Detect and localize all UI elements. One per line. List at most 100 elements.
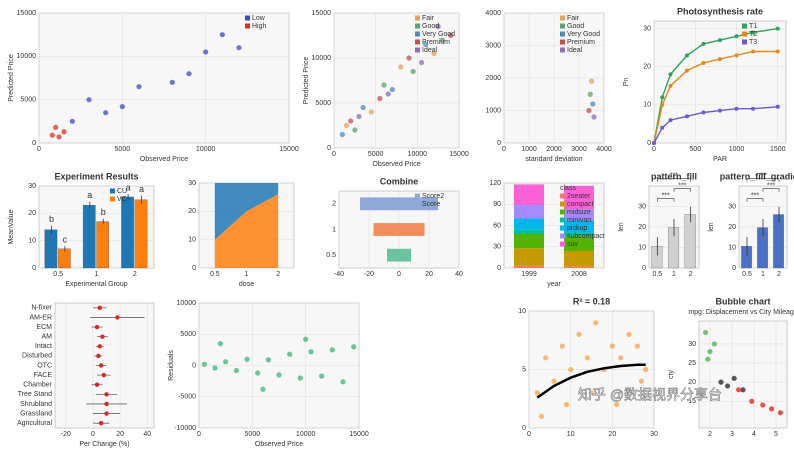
point	[751, 30, 755, 35]
point	[219, 32, 225, 38]
y-axis-label: cty	[668, 370, 675, 379]
bar-segment	[514, 204, 544, 219]
point	[69, 118, 75, 124]
x-tick-label: 2000	[546, 146, 562, 153]
bar-segment	[514, 218, 544, 230]
point	[749, 398, 755, 404]
point	[734, 34, 739, 39]
legend-swatch	[245, 23, 250, 29]
significance-label: ***	[678, 183, 686, 190]
point	[534, 390, 540, 396]
point	[115, 315, 120, 320]
y-tick-label: 0	[192, 265, 196, 272]
legend-label: T2	[749, 31, 757, 38]
point	[260, 386, 266, 392]
bar	[651, 246, 663, 269]
y-tick-label: 5	[522, 366, 526, 373]
point	[590, 101, 596, 107]
y-tick-label: 5000	[315, 100, 331, 107]
x-tick-label: 15000	[349, 431, 369, 438]
legend-swatch	[560, 15, 565, 21]
y-tick-label: Disturbed	[22, 353, 52, 360]
bar	[121, 196, 134, 269]
plot-area	[38, 12, 290, 144]
significance-label: ***	[662, 193, 670, 200]
legend-label: Ideal	[567, 47, 583, 54]
point	[100, 334, 105, 339]
point	[551, 378, 557, 384]
point	[303, 336, 309, 342]
bar	[773, 214, 784, 269]
y-tick-label: 30	[728, 203, 736, 210]
point	[760, 402, 766, 408]
point	[703, 329, 709, 336]
legend-swatch	[560, 233, 565, 239]
x-tick-label: 0.5	[652, 271, 662, 278]
y-axis-label: len	[708, 222, 715, 231]
point	[685, 114, 689, 119]
x-tick-label: -40	[334, 271, 344, 278]
x-axis-label: year	[547, 281, 561, 288]
y-tick-label: Agricultural	[17, 420, 52, 427]
x-tick-label: 1	[761, 271, 765, 278]
significance-bracket	[657, 198, 675, 202]
legend-swatch	[560, 39, 565, 45]
significance-label: ***	[751, 193, 759, 200]
x-axis-label: PAR	[713, 156, 727, 163]
x-tick-label: 1000	[521, 146, 537, 153]
chart-title: Combine	[380, 176, 419, 186]
legend-label: CU	[117, 188, 127, 195]
point	[751, 106, 755, 111]
legend-swatch	[415, 39, 420, 45]
point	[593, 320, 599, 326]
area	[214, 194, 279, 268]
y-tick-label: 15	[688, 398, 696, 405]
y-tick-label: 20	[638, 224, 646, 231]
point	[203, 49, 209, 55]
point	[169, 79, 175, 85]
x-tick-label: 20	[425, 271, 433, 278]
point	[563, 402, 570, 408]
point	[701, 110, 706, 115]
y-tick-label: ECM	[36, 324, 52, 331]
x-axis-label: Per Change (%)	[79, 441, 129, 448]
legend-swatch	[415, 47, 420, 53]
bar	[360, 197, 399, 211]
point	[586, 107, 592, 114]
y-tick-label: 20	[188, 208, 196, 215]
bar-segment	[564, 209, 594, 221]
point	[591, 114, 597, 120]
x-tick-label: 0	[197, 431, 201, 438]
point	[319, 373, 325, 379]
point	[643, 366, 649, 373]
point	[276, 372, 282, 378]
point	[217, 341, 223, 347]
y-tick-label: 4000	[485, 10, 501, 17]
point	[652, 141, 656, 145]
bar-segment	[564, 251, 594, 267]
legend-swatch	[415, 201, 420, 207]
legend-swatch	[110, 188, 115, 194]
y-tick-label: 10000	[312, 55, 332, 62]
y-tick-label: 120	[489, 180, 501, 187]
point	[98, 363, 104, 368]
point	[576, 331, 582, 337]
point	[736, 387, 742, 393]
point	[104, 411, 109, 416]
legend-swatch	[245, 15, 250, 21]
y-tick-label: 0	[32, 265, 36, 272]
point	[53, 124, 59, 130]
legend-swatch	[560, 225, 565, 231]
y-tick-label: FACE	[34, 372, 53, 379]
significance-bracket	[673, 188, 691, 192]
y-axis-label: Predicted Price	[8, 54, 15, 102]
legend-swatch	[415, 193, 420, 199]
x-axis-label: Observed Price	[255, 441, 303, 448]
x-tick-label: 0	[527, 431, 531, 438]
point	[718, 108, 722, 113]
point	[94, 382, 100, 387]
legend-label: Fair	[422, 15, 435, 22]
x-tick-label: 2	[777, 271, 781, 278]
legend-title: class	[560, 185, 576, 192]
y-tick-label: 30	[688, 341, 696, 348]
